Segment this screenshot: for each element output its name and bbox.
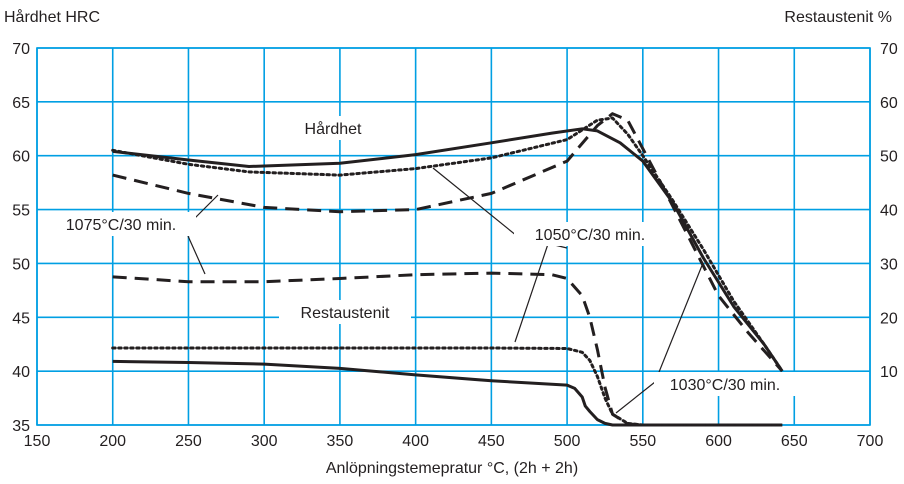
- label-hardhet: Hårdhet: [305, 120, 362, 138]
- series-dashed-hardhet: [112, 112, 784, 373]
- annotations: 1075°C/30 min. 1050°C/30 min. 1030°C/30 mi…: [46, 116, 796, 414]
- y-left-tick-label: 50: [12, 256, 30, 273]
- label-hardhet-bg: [289, 116, 377, 140]
- label-restaustenit: Restaustenit: [301, 305, 390, 322]
- label-1050-bg: [514, 222, 666, 246]
- y-left-tick-label: 55: [12, 203, 30, 220]
- y-right-tick-label: 70: [880, 41, 898, 58]
- label-1075-bg: [46, 212, 196, 236]
- plot-border: [36, 47, 871, 426]
- grid: [36, 47, 871, 426]
- x-tick-label: 550: [629, 433, 656, 450]
- series-solid-restaustenit: [112, 359, 783, 427]
- series-dotted-hardhet: [111, 116, 784, 373]
- x-tick-label: 500: [554, 433, 581, 450]
- x-tick-label: 250: [175, 433, 202, 450]
- y-right-tick-label: 60: [880, 95, 898, 112]
- y-axis-right-title: Restaustenit %: [784, 9, 892, 26]
- label-1030: 1030°C/30 min.: [670, 377, 780, 394]
- label-1050: 1050°C/30 min.: [535, 227, 645, 244]
- y-right-tick-label: 40: [880, 203, 898, 220]
- x-tick-labels: 150 200 250 300 350 400 450 500 550 600 650 700: [24, 433, 884, 450]
- y-right-tick-labels: 10 20 30 40 50 60 70: [880, 41, 898, 381]
- x-tick-label: 300: [251, 433, 278, 450]
- x-tick-label: 150: [24, 433, 51, 450]
- y-left-tick-labels: 35 40 45 50 55 60 65 70: [12, 41, 30, 435]
- plot-frame: [36, 47, 871, 426]
- y-left-tick-label: 35: [12, 418, 30, 435]
- leader-line: [654, 262, 704, 383]
- y-right-tick-label: 20: [880, 310, 898, 327]
- leader-line: [432, 167, 518, 237]
- leader-line: [187, 235, 206, 275]
- leader-line: [615, 381, 656, 414]
- y-left-tick-label: 45: [12, 310, 30, 327]
- x-tick-label: 350: [327, 433, 354, 450]
- series-lines: [111, 112, 784, 427]
- y-right-tick-label: 30: [880, 256, 898, 273]
- series-dashed-restaustenit: [112, 271, 783, 427]
- y-left-tick-label: 70: [12, 41, 30, 58]
- leader-line: [514, 243, 549, 343]
- y-right-tick-label: 50: [880, 149, 898, 166]
- x-tick-label: 700: [857, 433, 884, 450]
- x-axis-title: Anlöpningstemepratur °C, (2h + 2h): [325, 460, 579, 477]
- y-left-tick-label: 65: [12, 95, 30, 112]
- series-solid-hardhet: [112, 127, 784, 372]
- label-restaustenit-bg: [279, 300, 411, 324]
- label-1030-bg: [654, 372, 796, 396]
- y-left-tick-label: 60: [12, 149, 30, 166]
- x-tick-label: 650: [781, 433, 808, 450]
- label-1075: 1075°C/30 min.: [66, 217, 176, 234]
- y-axis-left-title: Hårdhet HRC: [4, 9, 101, 26]
- x-tick-label: 200: [99, 433, 126, 450]
- x-tick-label: 450: [478, 433, 505, 450]
- y-right-tick-label: 10: [880, 364, 898, 381]
- x-tick-label: 400: [402, 433, 429, 450]
- x-tick-label: 600: [705, 433, 732, 450]
- y-left-tick-label: 40: [12, 364, 30, 381]
